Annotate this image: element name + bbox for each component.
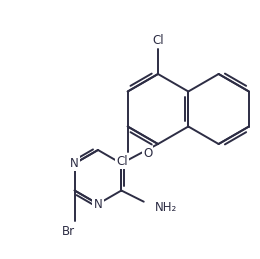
Text: N: N <box>94 198 102 211</box>
Text: N: N <box>70 157 79 170</box>
Text: NH₂: NH₂ <box>154 200 177 214</box>
Text: O: O <box>143 147 152 160</box>
Text: Cl: Cl <box>152 33 164 47</box>
Text: Br: Br <box>62 225 75 238</box>
Text: Cl: Cl <box>116 155 128 168</box>
